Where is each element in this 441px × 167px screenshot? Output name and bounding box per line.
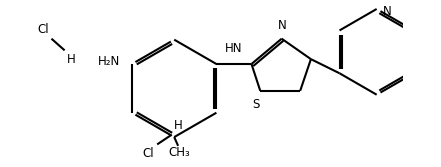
Text: H₂N: H₂N: [97, 55, 120, 68]
Text: N: N: [278, 19, 287, 32]
Text: H: H: [67, 53, 75, 66]
Text: CH₃: CH₃: [168, 146, 190, 159]
Text: Cl: Cl: [142, 147, 154, 160]
Text: S: S: [253, 98, 260, 111]
Text: Cl: Cl: [37, 23, 49, 36]
Text: H: H: [174, 119, 183, 132]
Text: HN: HN: [225, 42, 243, 55]
Text: N: N: [382, 5, 391, 18]
